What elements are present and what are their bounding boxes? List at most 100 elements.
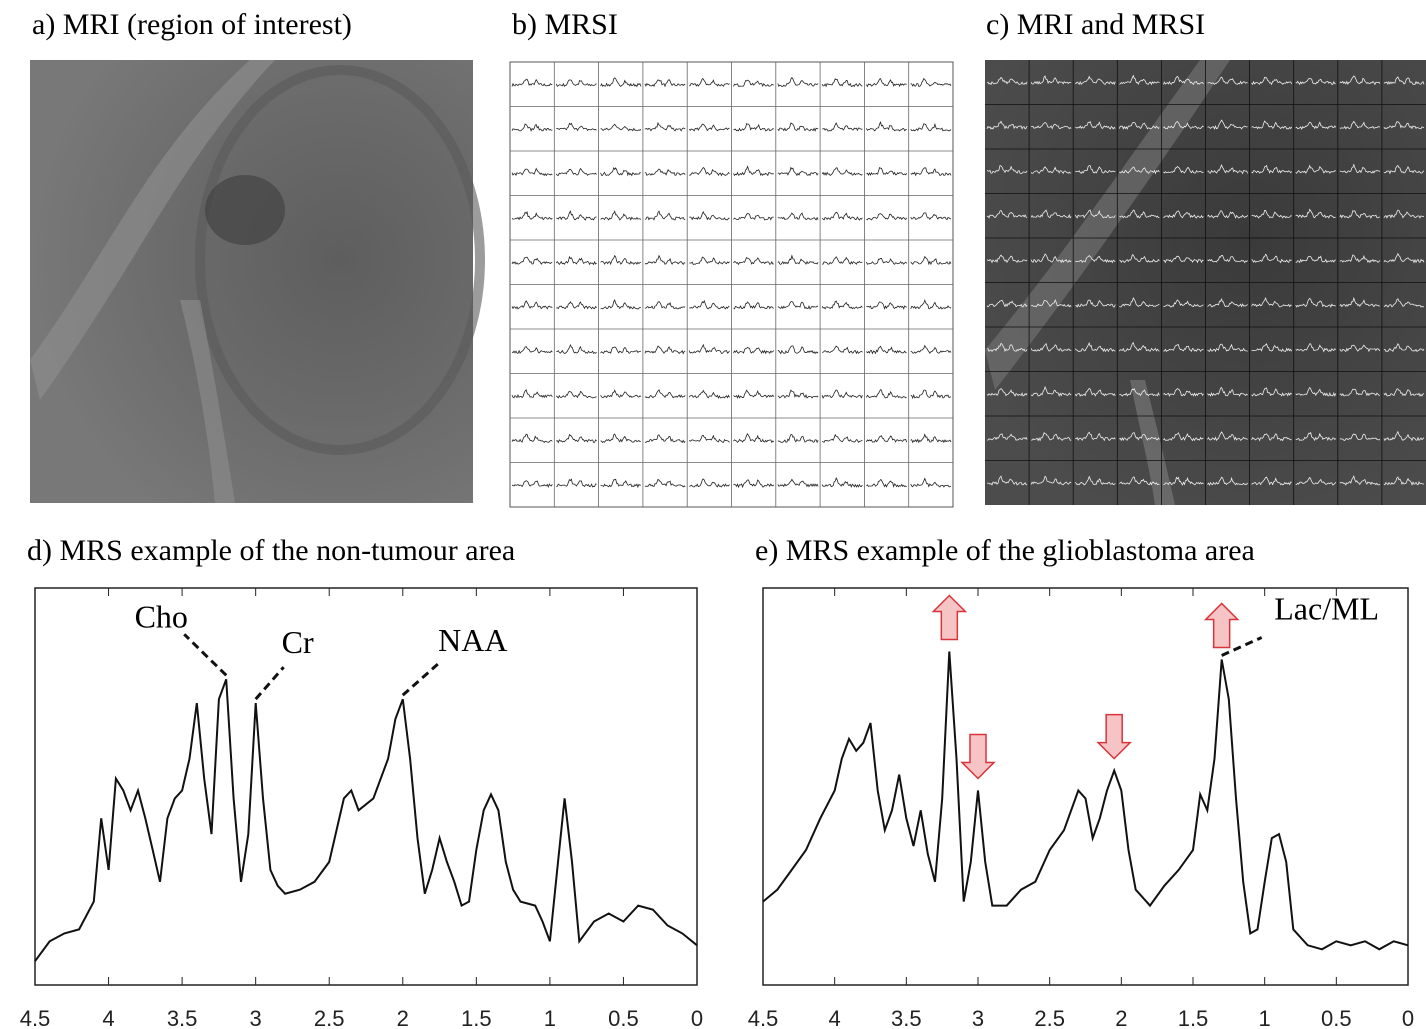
x-tick-label: 2.5 [1034, 1006, 1065, 1029]
cell-spectrum [555, 255, 597, 266]
annotation: NAA [438, 622, 507, 658]
cell-spectrum [556, 433, 597, 444]
cell-spectrum [1075, 299, 1116, 308]
cell-spectrum [866, 435, 908, 443]
cell-spectrum [1339, 388, 1381, 397]
cell-spectrum [777, 76, 819, 87]
chart-title: e) MRS example of the glioblastoma area [755, 534, 1255, 567]
cell-spectrum [986, 388, 1028, 397]
cell-spectrum [910, 344, 952, 355]
cell-spectrum [1030, 122, 1072, 130]
cell-spectrum [511, 345, 553, 354]
cell-spectrum [1383, 388, 1425, 397]
cell-spectrum [733, 256, 774, 266]
cell-spectrum [777, 389, 819, 399]
cell-spectrum [644, 79, 686, 88]
x-tick-label: 3.5 [167, 1006, 198, 1029]
cell-spectrum [1074, 209, 1116, 219]
cell-spectrum [1163, 344, 1204, 353]
cell-spectrum [733, 212, 774, 221]
cell-spectrum [1207, 119, 1248, 130]
cell-spectrum [1383, 164, 1425, 175]
x-tick-label: 4 [829, 1006, 841, 1029]
cell-spectrum [1295, 343, 1337, 353]
cell-spectrum [777, 345, 819, 355]
cell-spectrum [821, 389, 863, 399]
cell-spectrum [600, 478, 641, 489]
down-arrow [960, 733, 996, 780]
x-tick-label: 1.5 [461, 1006, 492, 1029]
cell-spectrum [910, 477, 952, 488]
cell-spectrum [689, 78, 730, 87]
cell-spectrum [1251, 476, 1292, 486]
x-tick-label: 4.5 [20, 1006, 51, 1029]
cell-spectrum [511, 300, 553, 310]
cell-spectrum [1383, 343, 1425, 353]
cell-spectrum [1207, 343, 1248, 353]
cell-spectrum [910, 122, 952, 132]
cell-spectrum [1295, 255, 1337, 264]
cell-spectrum [1163, 255, 1204, 264]
cell-spectrum [1383, 430, 1425, 442]
cell-spectrum [986, 254, 1028, 264]
plot-frame [34, 587, 698, 986]
cell-spectrum [777, 166, 819, 177]
cell-spectrum [733, 389, 775, 399]
cell-spectrum [1251, 387, 1292, 397]
cell-spectrum [1207, 387, 1248, 397]
cell-spectrum [866, 301, 907, 310]
cell-spectrum [822, 122, 863, 132]
cell-spectrum [910, 255, 952, 266]
cell-spectrum [777, 254, 819, 265]
cell-spectrum [511, 123, 553, 132]
cell-spectrum [1075, 75, 1116, 86]
cell-spectrum [1207, 163, 1248, 175]
cell-spectrum [866, 167, 908, 176]
cell-spectrum [821, 433, 863, 443]
cell-spectrum [644, 254, 686, 266]
chart-title: d) MRS example of the non-tumour area [27, 534, 515, 567]
cell-spectrum [821, 300, 863, 310]
cell-spectrum [1030, 209, 1072, 219]
cell-spectrum [910, 77, 952, 87]
cell-spectrum [556, 390, 597, 399]
cell-spectrum [1207, 210, 1248, 219]
x-tick-label: 3 [972, 1006, 984, 1029]
cell-spectrum [644, 168, 686, 176]
cell-spectrum [1339, 163, 1381, 174]
cell-spectrum [1339, 254, 1381, 264]
cell-spectrum [1295, 431, 1337, 442]
cell-spectrum [821, 476, 863, 488]
cell-spectrum [1163, 75, 1204, 86]
cell-spectrum [733, 479, 775, 489]
cell-spectrum [1030, 75, 1072, 85]
cell-spectrum [1383, 209, 1425, 219]
cell-spectrum [986, 342, 1028, 353]
cell-spectrum [866, 389, 907, 399]
cell-spectrum [733, 79, 774, 88]
cell-spectrum [1075, 431, 1116, 442]
cell-spectrum [1339, 296, 1380, 308]
x-tick-label: 0 [1402, 1006, 1414, 1029]
cell-spectrum [1251, 433, 1292, 442]
cell-spectrum [1207, 431, 1248, 442]
cell-spectrum [1030, 299, 1072, 308]
cell-spectrum [910, 389, 952, 400]
cell-spectrum [1339, 75, 1381, 86]
cell-spectrum [777, 122, 819, 132]
cell-spectrum [1163, 476, 1204, 486]
panel-title: c) MRI and MRSI [986, 8, 1205, 41]
x-tick-label: 1 [1259, 1006, 1271, 1029]
cell-spectrum [1030, 342, 1072, 352]
cell-spectrum [822, 256, 863, 265]
cell-spectrum [777, 212, 819, 221]
cell-spectrum [866, 258, 908, 265]
cell-spectrum [1074, 387, 1116, 397]
cell-spectrum [1163, 432, 1204, 442]
cell-spectrum [1339, 344, 1381, 353]
cell-spectrum [1030, 253, 1072, 264]
cell-spectrum [1251, 76, 1293, 86]
mri-mrsi-overlay [985, 60, 1426, 505]
panel-title: a) MRI (region of interest) [32, 8, 352, 41]
